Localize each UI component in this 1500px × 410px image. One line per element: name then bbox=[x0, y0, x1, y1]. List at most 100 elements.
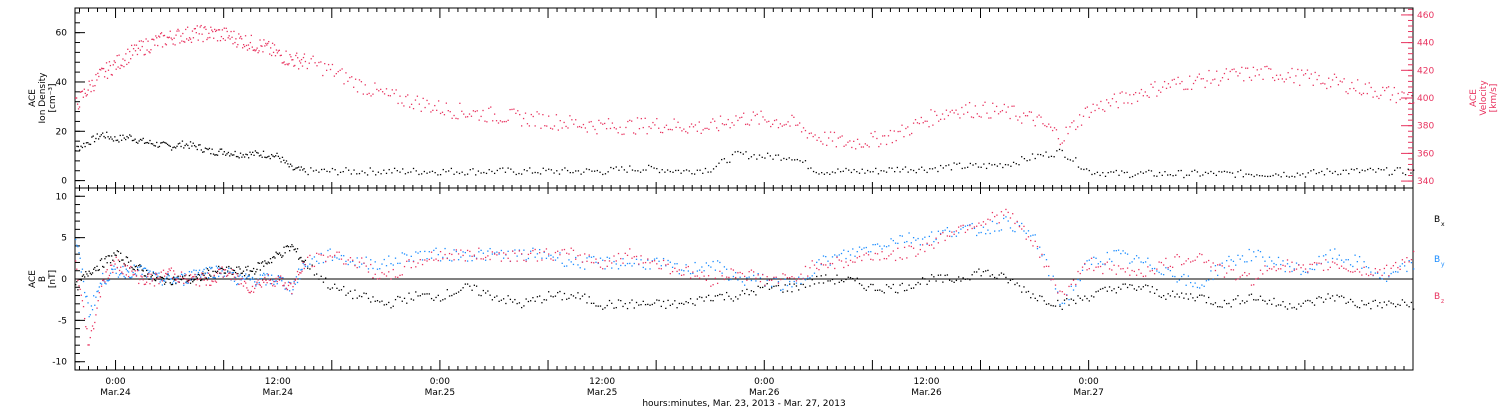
velocity-point bbox=[816, 139, 818, 141]
bx-point bbox=[487, 290, 489, 292]
velocity-point bbox=[916, 122, 919, 124]
density-point bbox=[575, 170, 577, 172]
density-point bbox=[696, 169, 698, 171]
velocity-point bbox=[1080, 124, 1083, 126]
bx-point bbox=[147, 273, 149, 275]
density-point bbox=[991, 164, 993, 166]
bx-point bbox=[750, 290, 753, 292]
by-point bbox=[1012, 230, 1014, 232]
velocity-point bbox=[938, 120, 940, 122]
bx-point bbox=[1160, 296, 1163, 299]
by-point bbox=[257, 278, 259, 280]
bx-point bbox=[581, 295, 584, 297]
by-point bbox=[238, 275, 240, 278]
velocity-point bbox=[1144, 91, 1146, 93]
time-tick-label: 12:00 bbox=[589, 377, 615, 387]
velocity-point bbox=[162, 35, 165, 37]
bz-point bbox=[1383, 267, 1386, 270]
bx-point bbox=[1012, 278, 1014, 281]
bz-point bbox=[829, 262, 831, 265]
by-point bbox=[1277, 256, 1280, 259]
density-point bbox=[1253, 175, 1255, 178]
bx-point bbox=[336, 287, 338, 289]
velocity-point bbox=[837, 137, 839, 139]
velocity-point bbox=[530, 113, 532, 116]
velocity-point bbox=[224, 39, 226, 41]
bx-point bbox=[545, 299, 548, 301]
density-point bbox=[475, 174, 477, 176]
by-point bbox=[1311, 268, 1313, 271]
by-point bbox=[255, 285, 257, 287]
density-point bbox=[545, 169, 547, 172]
density-point bbox=[275, 155, 277, 157]
velocity-point bbox=[1260, 68, 1262, 70]
bx-point bbox=[937, 274, 940, 276]
time-tick-label: 0:00 bbox=[105, 377, 125, 387]
density-point bbox=[366, 174, 369, 176]
by-point bbox=[78, 252, 80, 254]
density-point bbox=[342, 170, 344, 173]
velocity-point bbox=[1258, 74, 1260, 76]
velocity-point bbox=[874, 130, 876, 133]
velocity-point bbox=[878, 145, 880, 148]
bx-point bbox=[617, 299, 620, 301]
density-point bbox=[1061, 149, 1063, 152]
by-point bbox=[1334, 248, 1336, 250]
bx-point bbox=[466, 283, 469, 285]
bz-point bbox=[780, 278, 782, 281]
by-point bbox=[1061, 302, 1063, 304]
by-point bbox=[1286, 263, 1289, 265]
bz-point bbox=[374, 273, 376, 275]
velocity-point bbox=[984, 101, 986, 103]
by-point bbox=[154, 273, 157, 276]
by-point bbox=[249, 279, 251, 281]
velocity-point bbox=[702, 129, 704, 131]
velocity-point bbox=[912, 122, 915, 124]
bx-point bbox=[935, 280, 937, 282]
by-point bbox=[426, 258, 428, 260]
velocity-point bbox=[300, 58, 303, 61]
velocity-point bbox=[282, 62, 284, 64]
velocity-point bbox=[461, 110, 463, 112]
bz-point bbox=[1401, 259, 1404, 261]
bz-point bbox=[188, 279, 191, 282]
by-point bbox=[292, 289, 294, 291]
velocity-point bbox=[1291, 67, 1293, 70]
velocity-point bbox=[712, 118, 714, 120]
by-point bbox=[457, 259, 460, 261]
bx-point bbox=[798, 289, 800, 291]
velocity-point bbox=[77, 108, 80, 110]
by-point bbox=[451, 260, 453, 262]
by-point bbox=[906, 240, 908, 243]
velocity-point bbox=[270, 47, 272, 49]
by-point bbox=[1385, 280, 1388, 282]
bx-point bbox=[523, 305, 525, 307]
velocity-point bbox=[957, 113, 959, 115]
bx-point bbox=[1156, 288, 1158, 291]
velocity-point bbox=[140, 40, 142, 42]
by-point bbox=[739, 276, 741, 278]
bx-point bbox=[1187, 298, 1190, 300]
by-point bbox=[707, 264, 710, 267]
bx-point bbox=[1144, 284, 1147, 286]
bx-point bbox=[874, 289, 876, 292]
bx-point bbox=[212, 270, 214, 273]
velocity-point bbox=[285, 50, 287, 52]
bx-point bbox=[113, 252, 115, 254]
velocity-point bbox=[81, 90, 84, 92]
bx-point bbox=[978, 268, 980, 270]
bz-point bbox=[1149, 270, 1151, 272]
bx-point bbox=[388, 301, 390, 304]
velocity-point bbox=[443, 114, 446, 116]
bx-point bbox=[1309, 300, 1311, 302]
velocity-point bbox=[312, 55, 314, 57]
bx-point bbox=[1007, 282, 1009, 284]
bx-point bbox=[973, 271, 976, 273]
velocity-point bbox=[301, 65, 304, 67]
by-point bbox=[1054, 288, 1057, 290]
bz-point bbox=[777, 282, 780, 284]
bz-point bbox=[412, 260, 415, 263]
density-point bbox=[210, 153, 212, 155]
density-point bbox=[653, 167, 655, 169]
